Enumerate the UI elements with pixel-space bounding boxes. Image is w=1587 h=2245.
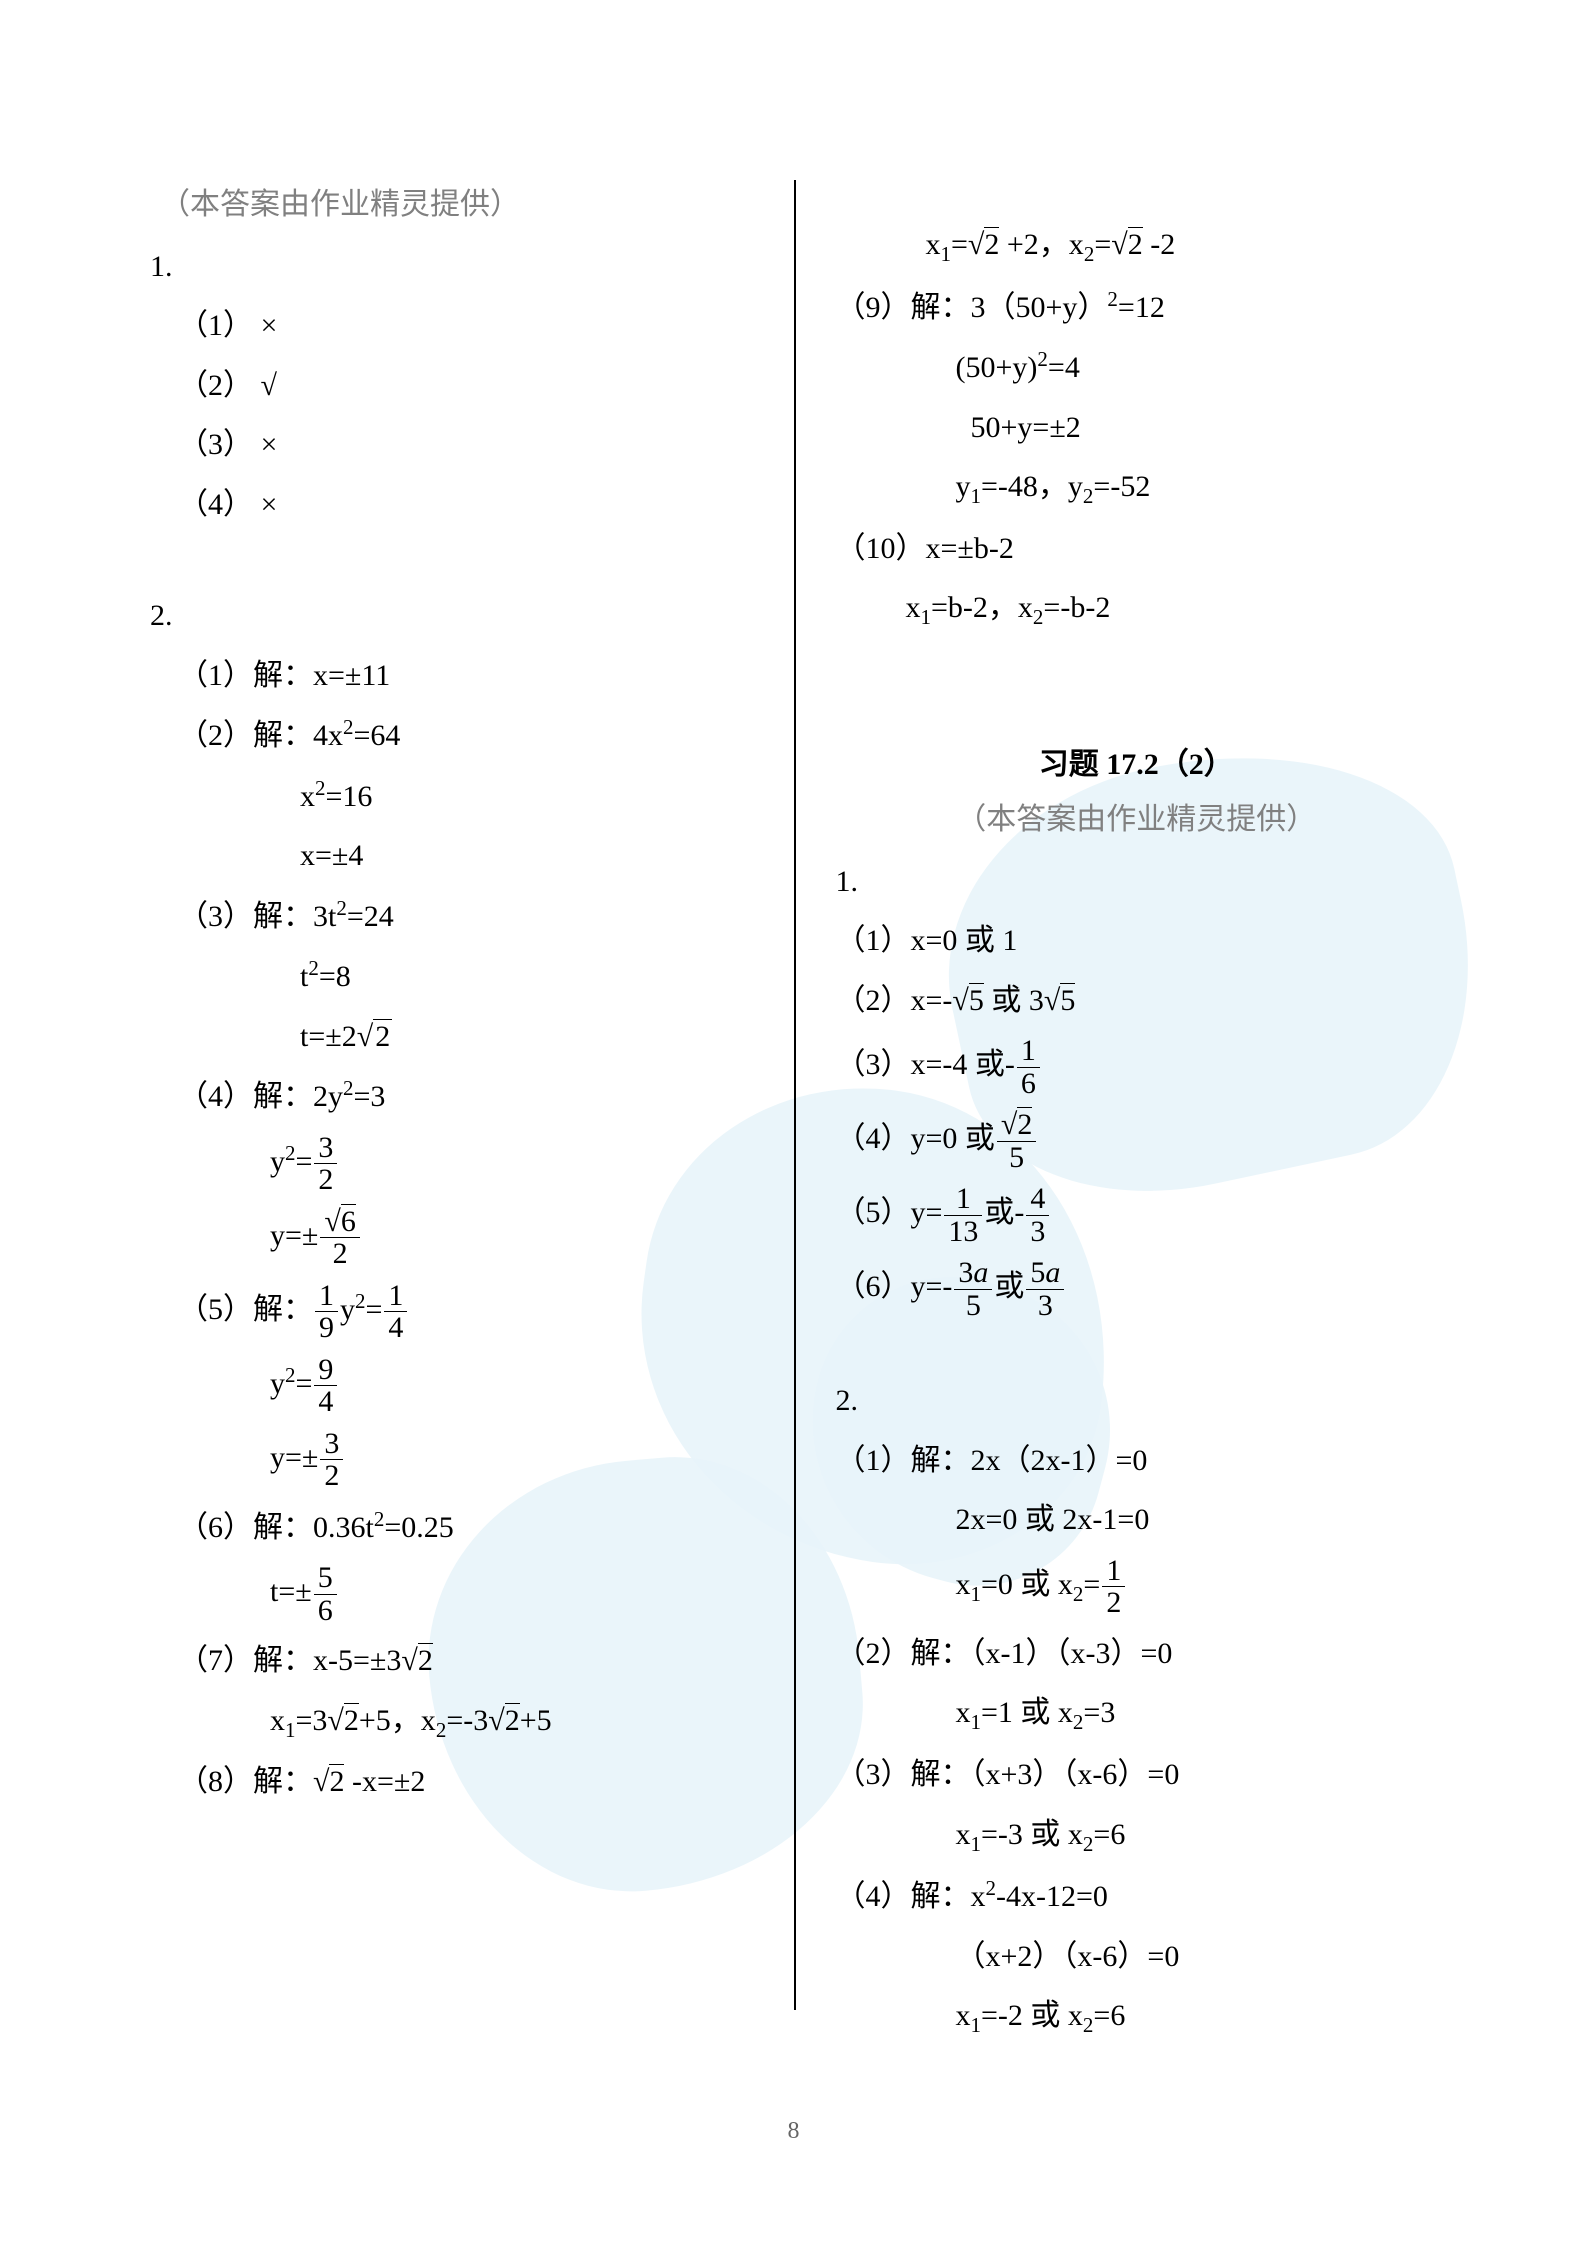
header-note-right: （本答案由作业精灵提供）	[836, 795, 1438, 845]
cont-10-l1: （10）x=±b-2	[836, 524, 1438, 574]
page-container: （本答案由作业精灵提供） 1. （1） × （2） √ （3） × （4） × …	[0, 0, 1587, 2245]
q1-item-1: （1） ×	[178, 301, 754, 351]
q2-3-l1: （3）解：3t2=24	[178, 891, 754, 942]
q2-6-l1: （6）解：0.36t2=0.25	[178, 1502, 754, 1553]
section-title: 习题 17.2（2）	[836, 740, 1438, 790]
rq1-6: （6）y=-3a5或5a3	[836, 1257, 1438, 1321]
rq1-1: （1）x=0 或 1	[836, 916, 1438, 966]
cont-line-1: x1=√2 +2，x2=√2 -2	[926, 220, 1438, 272]
q1-item-2: （2） √	[178, 361, 754, 411]
q1-num-2: （2）	[178, 369, 253, 402]
q2-label: 2.	[150, 591, 754, 641]
q2-3-l3: t=±2√2	[300, 1012, 754, 1062]
q2-5-l3: y=±32	[270, 1428, 754, 1492]
q1-num-1: （1）	[178, 309, 253, 342]
spacer-mid	[836, 645, 1438, 700]
q1-num-4: （4）	[178, 488, 253, 521]
q1-num-3: （3）	[178, 428, 253, 461]
q1-item-4: （4） ×	[178, 480, 754, 530]
spacer-r2	[836, 1331, 1438, 1366]
q2-4-l1: （4）解：2y2=3	[178, 1071, 754, 1122]
rq2-3-l2: x1=-3 或 x2=6	[956, 1810, 1438, 1862]
content-columns: （本答案由作业精灵提供） 1. （1） × （2） √ （3） × （4） × …	[150, 180, 1437, 2010]
rq2-4-l3: x1=-2 或 x2=6	[956, 1991, 1438, 2043]
spacer	[150, 539, 754, 581]
left-column: （本答案由作业精灵提供） 1. （1） × （2） √ （3） × （4） × …	[150, 180, 794, 2010]
header-note-left: （本答案由作业精灵提供）	[160, 180, 754, 230]
q1-mark-4: ×	[261, 488, 278, 521]
rq1-label: 1.	[836, 857, 1438, 907]
q2-5-l2: y2=94	[270, 1354, 754, 1418]
right-column: x1=√2 +2，x2=√2 -2 （9）解：3（50+y）2=12 (50+y…	[794, 180, 1438, 2010]
cont-9-l4: y1=-48，y2=-52	[956, 462, 1438, 514]
q1-item-3: （3） ×	[178, 420, 754, 470]
q2-2-l1: （2）解：4x2=64	[178, 710, 754, 761]
rq2-4-l1: （4）解：x2-4x-12=0	[836, 1871, 1438, 1922]
rq1-4: （4）y=0 或√25	[836, 1109, 1438, 1173]
q2-7-l1: （7）解：x-5=±3√2	[178, 1636, 754, 1686]
q2-2-l3: x=±4	[300, 831, 754, 881]
q1-mark-3: ×	[261, 428, 278, 461]
q2-6-l2: t=±56	[270, 1562, 754, 1626]
q2-1: （1）解：x=±11	[178, 651, 754, 701]
q1-label: 1.	[150, 242, 754, 292]
page-number: 8	[0, 2118, 1587, 2145]
rq2-label: 2.	[836, 1376, 1438, 1426]
cont-9-l3: 50+y=±2	[956, 403, 1438, 453]
rq1-5: （5）y=113或-43	[836, 1183, 1438, 1247]
q2-2-l2: x2=16	[300, 771, 754, 822]
q2-5-l1: （5）解：19y2=14	[178, 1280, 754, 1344]
rq2-1-l1: （1）解：2x（2x-1）=0	[836, 1436, 1438, 1486]
q2-3-l2: t2=8	[300, 951, 754, 1002]
rq2-3-l1: （3）解：（x+3）（x-6）=0	[836, 1750, 1438, 1800]
q2-4-l2: y2=32	[270, 1132, 754, 1196]
rq2-1-l3: x1=0 或 x2=12	[956, 1555, 1438, 1619]
rq2-2-l2: x1=1 或 x2=3	[956, 1688, 1438, 1740]
cont-9-l2: (50+y)2=4	[956, 342, 1438, 393]
rq2-2-l1: （2）解：（x-1）（x-3）=0	[836, 1629, 1438, 1679]
q2-7-l2: x1=3√2+5，x2=-3√2+5	[270, 1696, 754, 1748]
cont-9-l1: （9）解：3（50+y）2=12	[836, 282, 1438, 333]
q1-mark-1: ×	[261, 309, 278, 342]
spacer-top-right	[836, 180, 1438, 210]
rq1-2: （2）x=-√5 或 3√5	[836, 976, 1438, 1026]
q2-8-l1: （8）解：√2 -x=±2	[178, 1757, 754, 1807]
rq2-4-l2: （x+2）（x-6）=0	[956, 1932, 1438, 1982]
q2-4-l3: y=±√62	[270, 1206, 754, 1270]
cont-10-l2: x1=b-2，x2=-b-2	[906, 583, 1438, 635]
q1-mark-2: √	[261, 369, 277, 402]
rq2-1-l2: 2x=0 或 2x-1=0	[956, 1495, 1438, 1545]
rq1-3: （3）x=-4 或-16	[836, 1035, 1438, 1099]
